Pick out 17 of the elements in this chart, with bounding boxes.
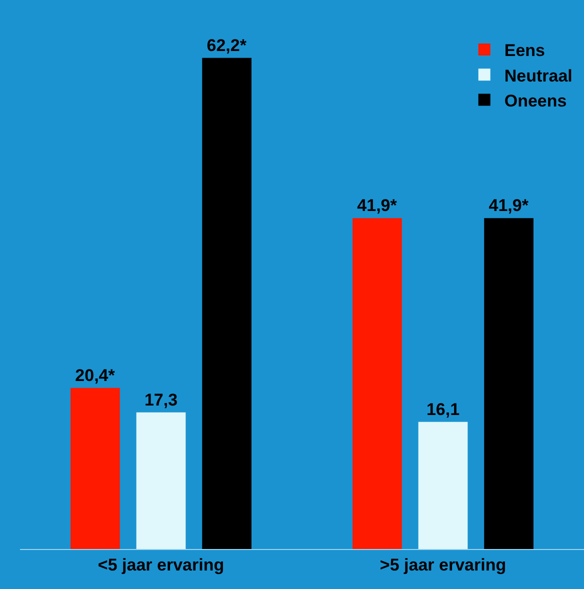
data-label: 17,3 bbox=[144, 390, 178, 410]
x-tick-label: <5 jaar ervaring bbox=[98, 555, 224, 574]
legend-label: Oneens bbox=[504, 91, 567, 110]
legend-label: Eens bbox=[504, 41, 545, 60]
data-label: 16,1 bbox=[426, 400, 460, 419]
bar bbox=[202, 58, 252, 549]
bar bbox=[136, 412, 186, 549]
x-tick-label: >5 jaar ervaring bbox=[380, 555, 506, 574]
data-label: 20,4* bbox=[75, 366, 116, 385]
data-label: 41,9* bbox=[357, 196, 398, 216]
bar bbox=[418, 422, 468, 549]
bar bbox=[484, 218, 534, 549]
bar bbox=[352, 218, 402, 549]
data-label: 62,2* bbox=[206, 36, 247, 55]
legend-label: Neutraal bbox=[504, 66, 572, 86]
data-label: 41,9* bbox=[488, 196, 529, 216]
bar bbox=[70, 388, 120, 549]
